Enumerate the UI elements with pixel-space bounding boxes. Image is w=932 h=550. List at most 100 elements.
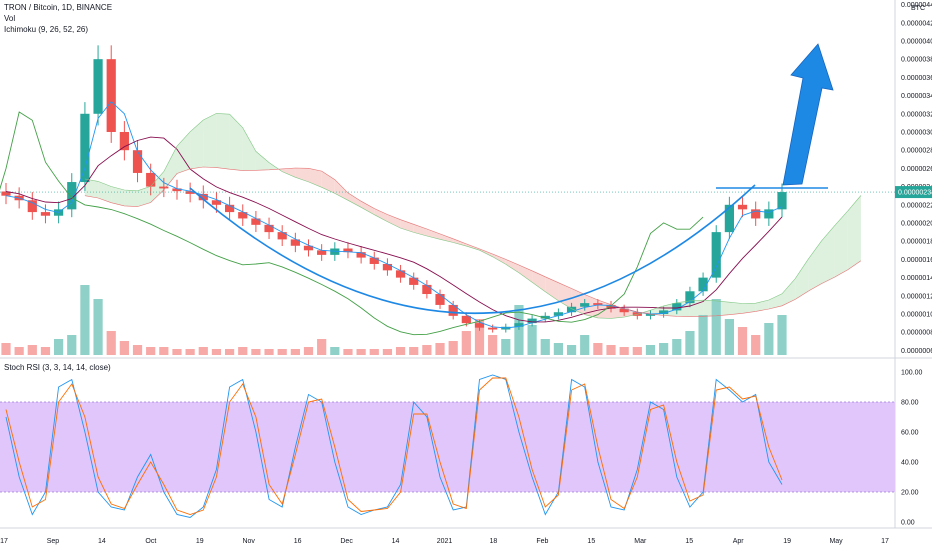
date-tick-label: 17 xyxy=(0,538,8,545)
volume-bar xyxy=(40,347,51,355)
cloud-segment xyxy=(163,146,177,190)
volume-bar xyxy=(737,327,748,355)
candle-body xyxy=(659,310,669,315)
candle-body xyxy=(461,315,471,324)
cloud-segment xyxy=(321,171,335,194)
tenkan-line xyxy=(5,100,783,329)
rsi-band xyxy=(0,402,895,492)
cloud-segment xyxy=(177,131,191,174)
cloud-segment xyxy=(729,302,743,315)
price-tick-label: 0.00000060 xyxy=(901,348,932,355)
volume-bar xyxy=(93,299,103,355)
stoch-rsi-panel xyxy=(0,374,895,518)
volume-bar xyxy=(580,335,590,355)
rsi-legend: Stoch RSI (3, 3, 14, 14, close) xyxy=(4,363,111,372)
price-tick-label: 0.00000120 xyxy=(901,293,932,300)
candle-body xyxy=(369,257,379,264)
volume-bar xyxy=(356,349,366,355)
volume-bar xyxy=(317,339,327,355)
price-tick-label: 0.00000080 xyxy=(901,330,932,337)
cloud-segment xyxy=(111,186,125,206)
candle-body xyxy=(119,131,129,151)
candle-body xyxy=(619,308,629,313)
candle-body xyxy=(474,323,485,328)
volume-bar xyxy=(514,305,524,355)
volume-bar xyxy=(211,349,222,355)
volume-bar xyxy=(672,339,682,355)
volume-bar xyxy=(395,347,406,355)
cloud-segment xyxy=(742,303,756,314)
cloud-segment xyxy=(308,168,322,188)
volume-bar xyxy=(14,347,24,355)
cloud-segment xyxy=(374,208,388,222)
volume-bar xyxy=(146,347,156,355)
volume-bar xyxy=(593,343,603,355)
volume-bar xyxy=(290,349,300,355)
volume-bar xyxy=(80,285,90,355)
candle-body xyxy=(185,191,195,194)
kijun-line xyxy=(5,136,783,323)
price-unit-label: BTC xyxy=(911,5,925,12)
lagging-span xyxy=(0,111,704,336)
volume-bar xyxy=(724,319,734,355)
candle-body xyxy=(106,59,116,132)
cloud-segment xyxy=(768,293,782,309)
volume-bar xyxy=(238,347,248,355)
candle-body xyxy=(553,312,564,316)
cloud-segment xyxy=(229,114,243,171)
volume-bar xyxy=(435,343,445,355)
volume-bar xyxy=(659,343,669,355)
volume-bar xyxy=(172,349,182,355)
candle-body xyxy=(264,224,274,233)
cloud-segment xyxy=(348,192,362,208)
candle-body xyxy=(198,193,208,201)
candle-body xyxy=(67,182,77,210)
volume-bar xyxy=(330,347,340,355)
volume-bar xyxy=(461,331,471,355)
candle-body xyxy=(645,314,656,316)
price-tick-label: 0.00000200 xyxy=(901,221,932,228)
candle-body xyxy=(40,212,51,216)
candle-body xyxy=(146,172,156,187)
volume-bar xyxy=(264,349,274,355)
cloud-segment xyxy=(137,186,151,207)
cup-pattern xyxy=(189,43,834,314)
ichimoku-cloud xyxy=(84,113,861,319)
date-tick-label: May xyxy=(829,538,843,545)
cup-curve xyxy=(189,184,756,314)
candle-body xyxy=(238,212,248,219)
cloud-segment xyxy=(689,300,704,317)
date-tick-label: 16 xyxy=(294,538,302,545)
date-tick-label: 14 xyxy=(98,538,106,545)
volume-bar xyxy=(224,349,235,355)
candle-body xyxy=(290,239,300,246)
cloud-segment xyxy=(782,278,796,306)
candle-body xyxy=(211,200,222,205)
candle-body xyxy=(764,209,774,219)
volume-bar xyxy=(751,335,761,355)
volume-bar xyxy=(27,345,37,355)
rsi-tick-label: 20.00 xyxy=(901,490,919,497)
volume-bar xyxy=(645,345,656,355)
cloud-segment xyxy=(847,195,861,270)
date-tick-label: 2021 xyxy=(437,538,453,545)
volume-bar xyxy=(159,347,169,355)
cloud-segment xyxy=(440,233,454,243)
price-tick-label: 0.00000160 xyxy=(901,257,932,264)
volume-bar xyxy=(185,349,195,355)
volume-bar xyxy=(277,349,287,355)
rsi-k-line xyxy=(5,374,783,518)
volume-bar xyxy=(382,349,393,355)
candle-body xyxy=(566,306,577,313)
volume-bar xyxy=(527,325,537,355)
cloud-segment xyxy=(387,214,401,229)
candle-body xyxy=(172,188,182,192)
volume-bar xyxy=(606,345,616,355)
volume-bar xyxy=(303,347,314,355)
date-tick-label: Oct xyxy=(145,538,156,545)
date-tick-label: 17 xyxy=(881,538,889,545)
date-tick-label: Dec xyxy=(340,538,353,545)
price-tick-label: 0.00000360 xyxy=(901,75,932,82)
candle-body xyxy=(277,232,287,240)
candle-body xyxy=(698,277,708,292)
